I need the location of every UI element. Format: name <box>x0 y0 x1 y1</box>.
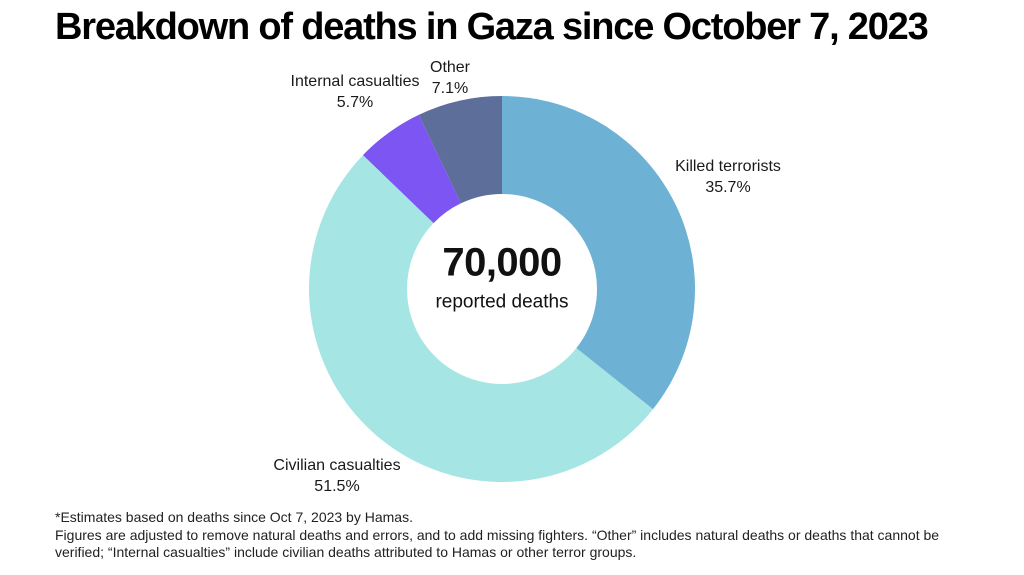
slice-label-killed-terrorists: Killed terrorists 35.7% <box>675 156 781 198</box>
pie-slice-other <box>418 96 502 204</box>
pie-slice-internal-casualties <box>362 114 462 224</box>
slice-name: Killed terrorists <box>675 158 781 175</box>
slice-percent: 7.1% <box>431 80 469 97</box>
slice-percent: 51.5% <box>314 478 360 495</box>
footnote-line-2: Figures are adjusted to remove natural d… <box>55 526 940 543</box>
slice-name: Civilian casualties <box>273 457 401 474</box>
pie-slice-killed-terrorists <box>502 96 696 410</box>
slice-percent: 35.7% <box>705 179 751 196</box>
slice-label-internal-casualties: Internal casualties 5.7% <box>291 71 420 113</box>
slice-label-civilian-casualties: Civilian casualties 51.5% <box>273 455 400 497</box>
total-deaths-value: 70,000 <box>442 240 562 285</box>
donut-center-text: 70,000 reported deaths <box>435 241 568 314</box>
slice-name: Other <box>429 59 471 76</box>
footnote-line-1: *Estimates based on deaths since Oct 7, … <box>55 509 413 525</box>
pie-slice-civilian-casualties <box>309 155 653 482</box>
footnote-line-3: verified; “Internal casualties” include … <box>55 544 637 560</box>
slice-percent: 5.7% <box>336 94 374 111</box>
slice-label-other: Other 7.1% <box>430 57 470 99</box>
slice-name: Internal casualties <box>290 73 420 90</box>
page-title: Breakdown of deaths in Gaza since Octobe… <box>55 6 929 48</box>
footnote: *Estimates based on deaths since Oct 7, … <box>55 509 939 562</box>
total-deaths-label: reported deaths <box>435 291 569 313</box>
